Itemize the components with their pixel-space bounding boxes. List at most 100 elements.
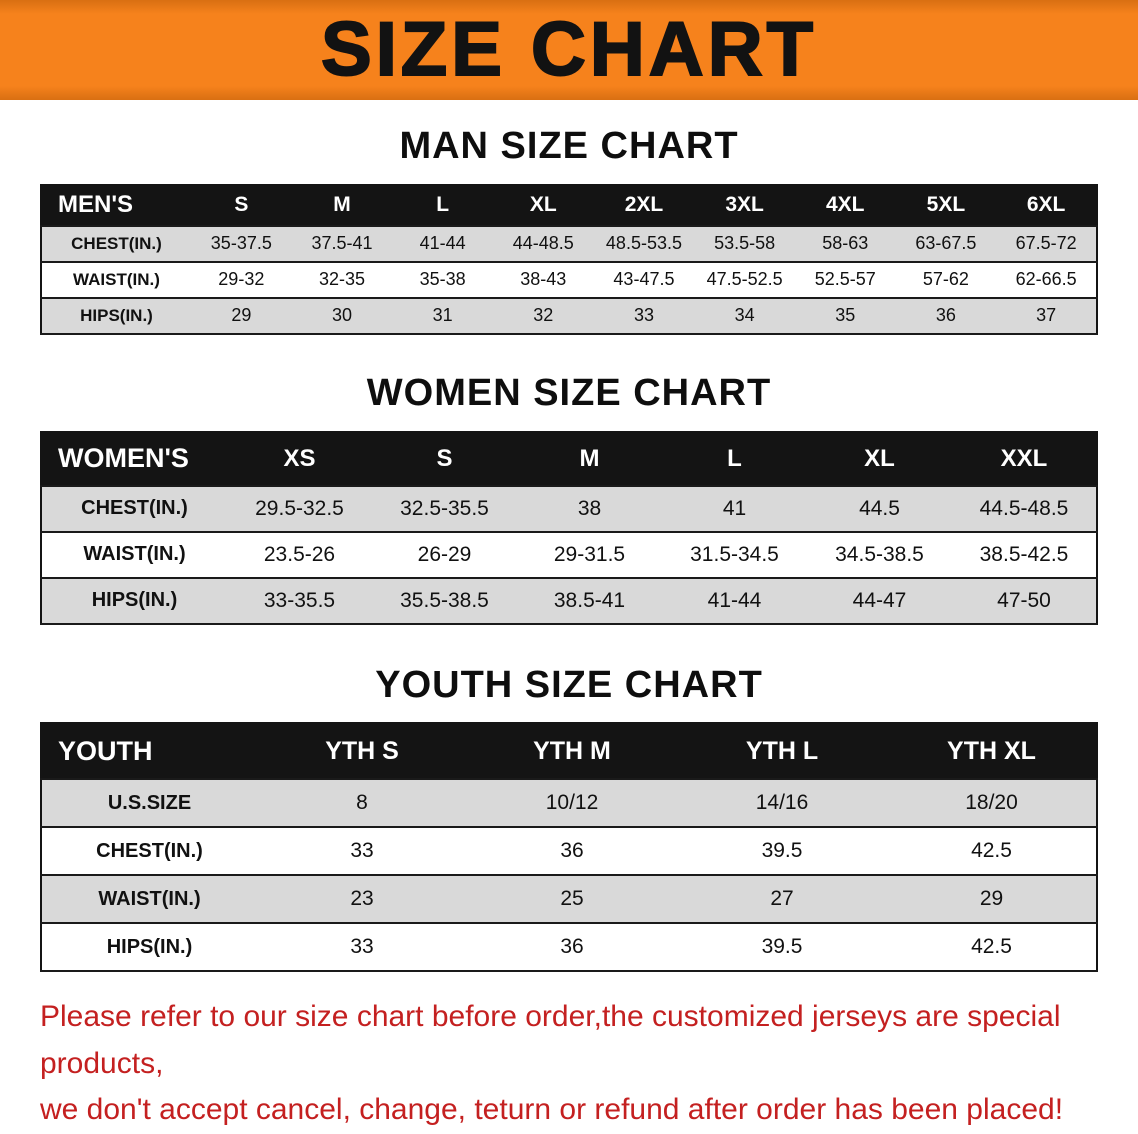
size-header-cell: XXL [952,431,1097,486]
notice-line-2: we don't accept cancel, change, teturn o… [40,1093,1064,1127]
size-value-cell: 44-47 [852,588,907,612]
size-header-cell: YTH L [677,723,887,780]
size-value-cell: 38-43 [520,269,567,290]
size-value-cell: 62-66.5 [1015,269,1077,290]
size-value-cell: 36 [935,305,956,326]
banner: SIZE CHART [0,0,1138,100]
size-value-cell: 10/12 [545,791,599,815]
size-value-cell: 34.5-38.5 [835,542,924,566]
table-header-row: WOMEN'S XS S M L XL XXL [41,431,1097,486]
row-label-cell: CHEST(IN.) [71,233,162,253]
size-value-cell: 23.5-26 [263,542,336,566]
size-header-cell: YTH XL [887,723,1097,780]
notice-line-1: Please refer to our size chart before or… [40,1000,1061,1080]
row-label-cell: HIPS(IN.) [106,935,193,958]
table-row: CHEST(IN.) 33 36 39.5 42.5 [41,827,1097,876]
size-value-cell: 39.5 [761,839,803,863]
size-value-cell: 32-35 [318,269,365,290]
size-header-cell: L [392,184,493,226]
size-value-cell: 57-62 [922,269,969,290]
size-value-cell: 38.5-42.5 [979,542,1069,566]
size-value-cell: 37.5-41 [311,233,373,254]
table-row: WAIST(IN.) 23.5-26 26-29 29-31.5 31.5-34.5 34… [41,531,1097,578]
size-header-cell: XL [807,431,952,486]
size-header-cell: M [517,431,662,486]
size-header-cell: 2XL [593,184,695,226]
table-row: HIPS(IN.) 29 30 31 32 33 34 35 36 37 [41,297,1097,334]
table-row: HIPS(IN.) 33 36 39.5 42.5 [41,923,1097,972]
size-value-cell: 36 [560,839,584,863]
size-value-cell: 48.5-53.5 [605,233,682,254]
size-value-cell: 42.5 [971,839,1012,863]
size-value-cell: 33-35.5 [263,588,336,612]
row-label-cell: CHEST(IN.) [96,839,203,862]
size-value-cell: 31.5-34.5 [690,542,779,566]
page-title: SIZE CHART [320,7,817,92]
size-value-cell: 31 [432,305,453,326]
size-value-cell: 36 [560,935,584,959]
youth-size-section: YOUTH SIZE CHART YOUTH YTH S YTH M YTH L YTH… [0,663,1138,973]
table-row: CHEST(IN.) 29.5-32.5 32.5-35.5 38 41 44.5 44.5… [41,485,1097,532]
size-header-cell: 5XL [895,184,997,226]
size-value-cell: 35-37.5 [210,233,272,254]
man-size-heading: MAN SIZE CHART [399,125,739,167]
size-header-cell: S [191,184,292,226]
row-label-cell: CHEST(IN.) [81,497,188,520]
size-value-cell: 37 [1036,305,1057,326]
size-value-cell: 35 [835,305,856,326]
size-value-cell: 39.5 [761,935,803,959]
table-title-cell: WOMEN'S [41,431,227,486]
size-header-cell: XS [227,431,372,486]
size-value-cell: 67.5-72 [1015,233,1077,254]
size-value-cell: 29 [979,887,1004,911]
row-label-cell: WAIST(IN.) [83,543,186,566]
size-header-cell: 3XL [694,184,795,226]
size-value-cell: 29.5-32.5 [255,496,344,520]
size-value-cell: 53.5-58 [714,233,776,254]
table-row: HIPS(IN.) 33-35.5 35.5-38.5 38.5-41 41-44 44-… [41,577,1097,624]
row-label-cell: HIPS(IN.) [80,305,153,325]
size-value-cell: 38 [577,496,602,520]
size-value-cell: 23 [350,887,374,911]
size-value-cell: 63-67.5 [915,233,977,254]
size-header-cell: XL [492,184,594,226]
size-value-cell: 41-44 [707,588,762,612]
size-value-cell: 26-29 [417,542,472,566]
size-value-cell: 41 [722,496,747,520]
size-header-cell: YTH S [257,723,467,780]
men-size-table: MEN'S S M L XL 2XL 3XL 4XL 5XL 6XL CHEST(IN.) 35-37… [40,183,1098,335]
size-value-cell: 34 [734,305,755,326]
table-header-row: MEN'S S M L XL 2XL 3XL 4XL 5XL 6XL [41,184,1097,226]
size-value-cell: 29-32 [218,269,265,290]
youth-size-heading: YOUTH SIZE CHART [375,663,763,706]
size-header-cell: YTH M [467,723,677,780]
size-value-cell: 33 [350,839,374,863]
table-row: WAIST(IN.) 23 25 27 29 [41,875,1097,924]
size-value-cell: 14/16 [755,791,809,815]
women-size-table: WOMEN'S XS S M L XL XXL CHEST(IN.) 29.5-32.5 32.5… [40,430,1098,625]
row-label-cell: HIPS(IN.) [91,589,178,612]
table-row: WAIST(IN.) 29-32 32-35 35-38 38-43 43-47.5 47.… [41,261,1097,298]
size-value-cell: 38.5-41 [553,588,626,612]
man-size-section: MAN SIZE CHART MEN'S S M L XL 2XL 3XL 4XL 5XL 6XL… [0,125,1138,335]
size-value-cell: 35.5-38.5 [400,588,489,612]
row-label-cell: WAIST(IN.) [73,269,160,289]
size-value-cell: 44.5 [859,496,900,520]
size-header-cell: 6XL [996,184,1097,226]
size-value-cell: 18/20 [965,791,1018,815]
size-header-cell: S [372,431,517,486]
table-row: U.S.SIZE 8 10/12 14/16 18/20 [41,779,1097,828]
size-value-cell: 44-48.5 [512,233,574,254]
size-value-cell: 33 [350,935,374,959]
size-value-cell: 29 [231,305,252,326]
size-value-cell: 8 [356,791,368,815]
size-value-cell: 32 [533,305,554,326]
size-header-cell: M [291,184,393,226]
row-label-cell: WAIST(IN.) [98,887,201,910]
youth-size-table: YOUTH YTH S YTH M YTH L YTH XL U.S.SIZE 8 10/12… [40,722,1098,973]
table-header-row: YOUTH YTH S YTH M YTH L YTH XL [41,723,1097,780]
women-size-section: WOMEN SIZE CHART WOMEN'S XS S M L XL XXL CHEST(… [0,372,1138,625]
size-value-cell: 58-63 [822,233,869,254]
size-value-cell: 41-44 [419,233,466,254]
